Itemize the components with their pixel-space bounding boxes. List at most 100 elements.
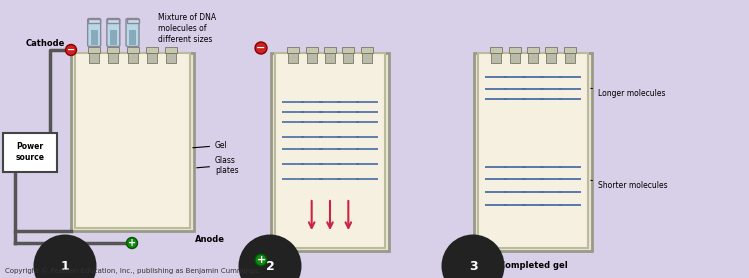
- Bar: [127, 47, 139, 53]
- Bar: [522, 177, 544, 180]
- Bar: [540, 98, 562, 100]
- Text: −: −: [67, 45, 75, 55]
- Bar: [540, 165, 562, 168]
- Bar: [356, 135, 377, 138]
- Text: +: +: [256, 255, 266, 265]
- Bar: [300, 177, 323, 180]
- Bar: [288, 53, 298, 63]
- Bar: [127, 53, 138, 63]
- Bar: [356, 101, 377, 103]
- Bar: [540, 203, 562, 206]
- Bar: [559, 203, 580, 206]
- Bar: [485, 203, 507, 206]
- Text: Anode: Anode: [195, 235, 225, 244]
- Bar: [342, 47, 354, 53]
- Bar: [306, 53, 317, 63]
- Bar: [337, 101, 360, 103]
- Bar: [559, 88, 580, 90]
- Text: Mixture of DNA
molecules of
different sizes: Mixture of DNA molecules of different si…: [157, 13, 216, 44]
- Bar: [282, 163, 304, 165]
- Text: 1: 1: [61, 259, 70, 272]
- Text: Longer molecules: Longer molecules: [591, 88, 666, 98]
- Text: Cathode: Cathode: [25, 38, 65, 48]
- Bar: [565, 53, 574, 63]
- Circle shape: [65, 44, 76, 56]
- Bar: [503, 203, 526, 206]
- Bar: [282, 135, 304, 138]
- Bar: [107, 47, 119, 53]
- Bar: [356, 148, 377, 150]
- Bar: [522, 165, 544, 168]
- Bar: [362, 53, 372, 63]
- Bar: [300, 110, 323, 113]
- Text: −: −: [256, 43, 266, 53]
- Text: +: +: [128, 238, 136, 248]
- Bar: [503, 165, 526, 168]
- Bar: [503, 88, 526, 90]
- Text: Gel: Gel: [192, 141, 228, 150]
- Bar: [282, 120, 304, 123]
- Bar: [107, 19, 119, 23]
- Bar: [88, 47, 100, 53]
- Bar: [337, 148, 360, 150]
- Bar: [522, 76, 544, 78]
- Bar: [89, 53, 99, 63]
- Bar: [559, 98, 580, 100]
- Bar: [319, 135, 341, 138]
- Bar: [324, 47, 336, 53]
- Text: Glass
plates: Glass plates: [197, 156, 239, 175]
- Bar: [300, 101, 323, 103]
- Bar: [300, 120, 323, 123]
- Bar: [509, 47, 521, 53]
- Bar: [319, 163, 341, 165]
- Bar: [288, 47, 300, 53]
- Bar: [559, 177, 580, 180]
- Bar: [75, 53, 190, 228]
- Bar: [540, 88, 562, 90]
- Bar: [522, 88, 544, 90]
- Circle shape: [255, 254, 267, 266]
- Bar: [319, 177, 341, 180]
- FancyBboxPatch shape: [271, 53, 389, 251]
- Bar: [540, 190, 562, 193]
- Bar: [88, 19, 100, 23]
- Text: Shorter molecules: Shorter molecules: [591, 180, 667, 190]
- Bar: [319, 101, 341, 103]
- Bar: [491, 47, 503, 53]
- Bar: [545, 47, 557, 53]
- Bar: [503, 190, 526, 193]
- Bar: [300, 135, 323, 138]
- Bar: [485, 88, 507, 90]
- Bar: [540, 177, 562, 180]
- Bar: [559, 76, 580, 78]
- Bar: [564, 47, 576, 53]
- Bar: [300, 163, 323, 165]
- Text: Power
source: Power source: [16, 142, 44, 162]
- Bar: [528, 53, 538, 63]
- Text: 3: 3: [469, 259, 477, 272]
- Bar: [166, 53, 176, 63]
- Bar: [503, 177, 526, 180]
- Bar: [559, 190, 580, 193]
- Bar: [109, 53, 118, 63]
- Bar: [522, 203, 544, 206]
- Bar: [485, 165, 507, 168]
- Bar: [319, 120, 341, 123]
- FancyBboxPatch shape: [71, 53, 194, 231]
- Bar: [110, 30, 117, 45]
- Bar: [91, 30, 97, 45]
- Bar: [282, 101, 304, 103]
- FancyBboxPatch shape: [3, 133, 57, 172]
- Bar: [337, 120, 360, 123]
- Bar: [282, 110, 304, 113]
- Bar: [337, 163, 360, 165]
- Bar: [356, 120, 377, 123]
- Bar: [491, 53, 501, 63]
- Bar: [546, 53, 557, 63]
- Bar: [485, 177, 507, 180]
- Bar: [337, 177, 360, 180]
- Bar: [129, 30, 136, 45]
- Bar: [522, 98, 544, 100]
- Bar: [282, 148, 304, 150]
- Bar: [282, 177, 304, 180]
